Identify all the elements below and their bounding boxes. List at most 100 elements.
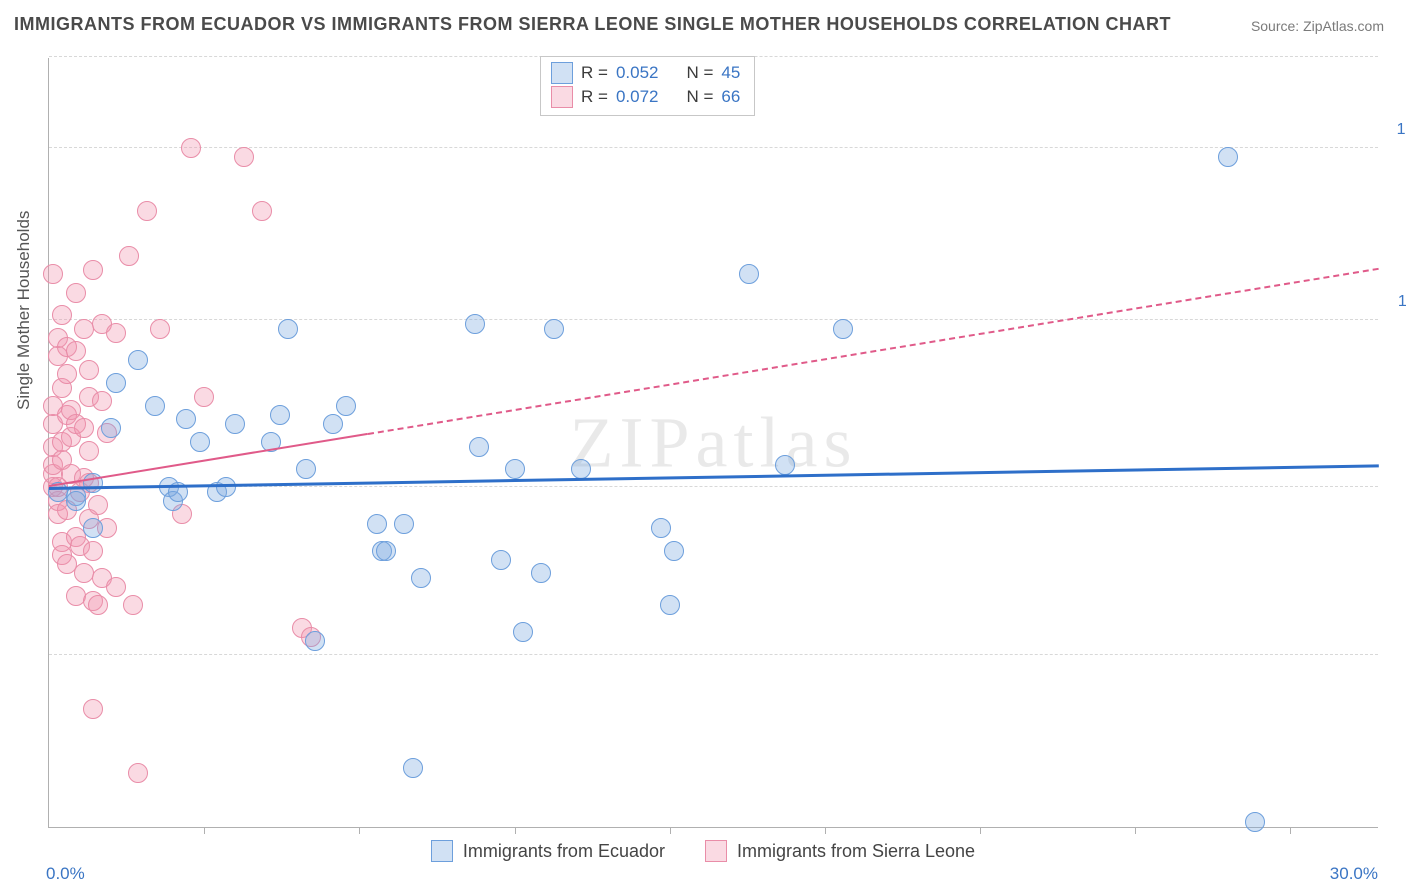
- x-tick: [670, 827, 671, 834]
- legend-label-ecuador: Immigrants from Ecuador: [463, 841, 665, 862]
- legend-row-sierra-leone: R = 0.072 N = 66: [551, 85, 740, 109]
- data-point: [323, 414, 343, 434]
- y-tick-label: 7.5%: [1382, 460, 1406, 478]
- x-tick: [980, 827, 981, 834]
- data-point: [775, 455, 795, 475]
- data-point: [505, 459, 525, 479]
- n-value-sierra-leone: 66: [721, 87, 740, 107]
- data-point: [367, 514, 387, 534]
- data-point: [336, 396, 356, 416]
- trendline-dashed: [368, 268, 1379, 435]
- data-point: [128, 763, 148, 783]
- source-value: ZipAtlas.com: [1303, 18, 1384, 34]
- data-point: [194, 387, 214, 407]
- data-point: [66, 586, 86, 606]
- r-value-ecuador: 0.052: [616, 63, 659, 83]
- data-point: [739, 264, 759, 284]
- legend-label-sierra-leone: Immigrants from Sierra Leone: [737, 841, 975, 862]
- data-point: [66, 341, 86, 361]
- source-attribution: Source: ZipAtlas.com: [1251, 18, 1384, 34]
- data-point: [83, 699, 103, 719]
- correlation-legend: R = 0.052 N = 45 R = 0.072 N = 66: [540, 56, 755, 116]
- data-point: [376, 541, 396, 561]
- data-point: [651, 518, 671, 538]
- data-point: [411, 568, 431, 588]
- data-point: [66, 283, 86, 303]
- x-tick: [1290, 827, 1291, 834]
- x-axis-origin-label: 0.0%: [46, 864, 85, 884]
- data-point: [1218, 147, 1238, 167]
- swatch-ecuador: [431, 840, 453, 862]
- x-tick: [1135, 827, 1136, 834]
- x-axis-max-label: 30.0%: [1330, 864, 1378, 884]
- data-point: [83, 541, 103, 561]
- swatch-sierra-leone: [551, 86, 573, 108]
- data-point: [137, 201, 157, 221]
- data-point: [88, 595, 108, 615]
- data-point: [128, 350, 148, 370]
- y-axis-label: Single Mother Households: [14, 211, 34, 410]
- data-point: [252, 201, 272, 221]
- data-point: [145, 396, 165, 416]
- data-point: [43, 264, 63, 284]
- watermark: ZIPatlas: [570, 401, 858, 484]
- data-point: [190, 432, 210, 452]
- data-point: [176, 409, 196, 429]
- n-value-ecuador: 45: [721, 63, 740, 83]
- data-point: [74, 418, 94, 438]
- data-point: [664, 541, 684, 561]
- data-point: [150, 319, 170, 339]
- data-point: [83, 518, 103, 538]
- r-value-sierra-leone: 0.072: [616, 87, 659, 107]
- data-point: [305, 631, 325, 651]
- legend-item-ecuador: Immigrants from Ecuador: [431, 840, 665, 862]
- data-point: [106, 577, 126, 597]
- data-point: [106, 323, 126, 343]
- data-point: [660, 595, 680, 615]
- legend-row-ecuador: R = 0.052 N = 45: [551, 61, 740, 85]
- data-point: [394, 514, 414, 534]
- y-tick-label: 15.0%: [1382, 121, 1406, 139]
- data-point: [57, 364, 77, 384]
- data-point: [181, 138, 201, 158]
- scatter-plot-area: ZIPatlas 3.8%7.5%11.2%15.0%: [48, 58, 1378, 828]
- data-point: [123, 595, 143, 615]
- data-point: [544, 319, 564, 339]
- data-point: [79, 441, 99, 461]
- swatch-ecuador: [551, 62, 573, 84]
- data-point: [278, 319, 298, 339]
- data-point: [571, 459, 591, 479]
- x-tick: [515, 827, 516, 834]
- data-point: [52, 305, 72, 325]
- data-point: [119, 246, 139, 266]
- r-label: R =: [581, 63, 608, 83]
- gridline: [49, 319, 1378, 320]
- data-point: [469, 437, 489, 457]
- data-point: [491, 550, 511, 570]
- data-point: [403, 758, 423, 778]
- data-point: [531, 563, 551, 583]
- data-point: [74, 563, 94, 583]
- data-point: [225, 414, 245, 434]
- data-point: [234, 147, 254, 167]
- data-point: [1245, 812, 1265, 832]
- r-label: R =: [581, 87, 608, 107]
- data-point: [66, 491, 86, 511]
- data-point: [101, 418, 121, 438]
- y-tick-label: 3.8%: [1382, 628, 1406, 646]
- x-tick: [825, 827, 826, 834]
- data-point: [296, 459, 316, 479]
- data-point: [92, 391, 112, 411]
- x-tick: [204, 827, 205, 834]
- n-label: N =: [686, 63, 713, 83]
- data-point: [216, 477, 236, 497]
- data-point: [513, 622, 533, 642]
- series-legend: Immigrants from Ecuador Immigrants from …: [0, 840, 1406, 862]
- swatch-sierra-leone: [705, 840, 727, 862]
- gridline: [49, 654, 1378, 655]
- x-tick: [359, 827, 360, 834]
- data-point: [79, 360, 99, 380]
- chart-title: IMMIGRANTS FROM ECUADOR VS IMMIGRANTS FR…: [14, 14, 1171, 35]
- data-point: [465, 314, 485, 334]
- source-label: Source:: [1251, 18, 1299, 34]
